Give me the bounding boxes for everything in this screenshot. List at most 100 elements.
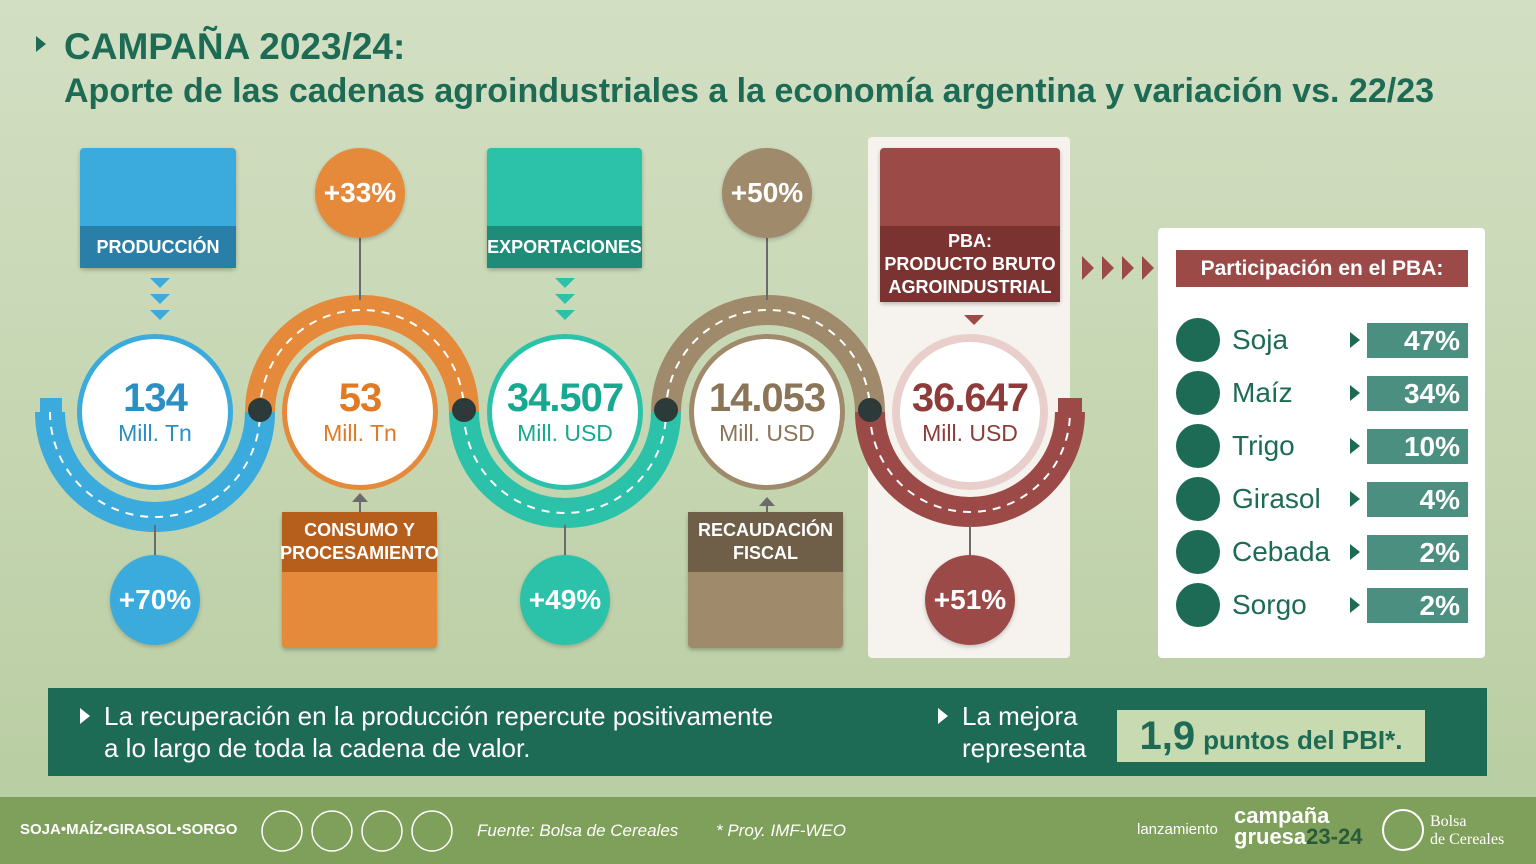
value: 134: [123, 376, 188, 420]
label-line: PROCESAMIENTO: [280, 543, 439, 563]
participation-row: Girasol 4%: [1176, 477, 1476, 521]
tax-box: RECAUDACIÓN FISCAL: [688, 512, 843, 648]
crop-share: 47%: [1367, 323, 1468, 358]
stage-label: EXPORTACIONES: [487, 226, 642, 268]
crop-icon: [1176, 371, 1220, 415]
title: CAMPAÑA 2023/24:: [64, 26, 406, 67]
source: Fuente: Bolsa de Cereales: [477, 821, 679, 840]
participation-row: Trigo 10%: [1176, 424, 1476, 468]
text-line: a lo largo de toda la cadena de valor.: [104, 733, 531, 763]
crop-name: Sorgo: [1232, 589, 1307, 620]
arrows: [1082, 256, 1154, 280]
crop-share: 34%: [1367, 376, 1468, 411]
bullet: [36, 36, 46, 52]
value-circle: 14.053 Mill. USD: [689, 334, 845, 490]
crop-share: 4%: [1367, 482, 1468, 517]
launch: lanzamiento: [1137, 821, 1218, 838]
highlight-text: puntos del PBI*.: [1203, 725, 1403, 755]
crop-icon: [1176, 477, 1220, 521]
row-arrow: [1350, 385, 1360, 401]
crop-name: Girasol: [1232, 483, 1321, 514]
stage-label: PRODUCCIÓN: [80, 226, 236, 268]
value-circle: 134 Mill. Tn: [77, 334, 233, 490]
participation-row: Soja 47%: [1176, 318, 1476, 362]
unit: Mill. USD: [719, 420, 815, 446]
label-line: RECAUDACIÓN: [698, 520, 833, 540]
stage-label: CONSUMO Y PROCESAMIENTO: [280, 512, 439, 572]
logo-line: 23-24: [1306, 824, 1363, 849]
change-circle: +50%: [722, 148, 812, 238]
row-arrow: [1350, 332, 1360, 348]
unit: Mill. USD: [517, 420, 613, 446]
value: 36.647: [911, 376, 1029, 420]
crop-name: Maíz: [1232, 377, 1293, 408]
logo-line: campaña: [1234, 803, 1330, 828]
crop-share: 10%: [1367, 429, 1468, 464]
footer: SOJA•MAÍZ•GIRASOL•SORGO Fuente: Bolsa de…: [0, 797, 1536, 864]
crop-share: 2%: [1367, 535, 1468, 570]
participation-title: Participación en el PBA:: [1176, 250, 1468, 287]
bullet: [80, 708, 90, 724]
change-circle: +51%: [925, 555, 1015, 645]
row-arrow: [1350, 597, 1360, 613]
summary-text: La recuperación en la producción repercu…: [104, 700, 773, 764]
crop-icon: [1176, 424, 1220, 468]
org-line: de Cereales: [1430, 831, 1505, 848]
bullet: [938, 708, 948, 724]
crop-share: 2%: [1367, 588, 1468, 623]
crop-icon: [1176, 318, 1220, 362]
text-line: La mejora: [962, 701, 1078, 731]
improvement-text: La mejora representa: [962, 700, 1086, 764]
label-line: EXPORTACIONES: [487, 236, 642, 257]
change-circle: +70%: [110, 555, 200, 645]
unit: Mill. Tn: [323, 420, 397, 446]
label-line: PRODUCTO BRUTO: [884, 253, 1056, 274]
summary-band: La recuperación en la producción repercu…: [48, 688, 1487, 776]
unit: Mill. Tn: [118, 420, 192, 446]
highlight-box: 1,9 puntos del PBI*.: [1117, 710, 1425, 762]
consumption-box: CONSUMO Y PROCESAMIENTO: [280, 512, 439, 648]
crop-name: Cebada: [1232, 536, 1331, 567]
stage-label: RECAUDACIÓN FISCAL: [688, 512, 843, 572]
label-line: PBA:: [948, 230, 992, 251]
org: Bolsa de Cereales: [1430, 813, 1504, 849]
value-circle: 34.507 Mill. USD: [487, 334, 643, 490]
label-line: FISCAL: [733, 543, 798, 563]
change-circle: +49%: [520, 555, 610, 645]
crop-icon: [1176, 530, 1220, 574]
participation-row: Sorgo 2%: [1176, 583, 1476, 627]
label-line: CONSUMO Y: [304, 520, 415, 540]
label-line: PRODUCCIÓN: [96, 236, 220, 257]
campaign-logo: campaña gruesa23-24: [1234, 803, 1363, 849]
crop-name: Soja: [1232, 324, 1289, 355]
value-circle: 53 Mill. Tn: [282, 334, 438, 490]
crop-icon: [1176, 583, 1220, 627]
highlight-value: 1,9: [1139, 714, 1196, 758]
value: 34.507: [506, 376, 624, 420]
value: 14.053: [708, 376, 826, 420]
pba-box: PBA: PRODUCTO BRUTO AGROINDUSTRIAL: [880, 148, 1060, 302]
value: 53: [338, 376, 382, 420]
text-line: La recuperación en la producción repercu…: [104, 701, 774, 731]
org-seal: [1382, 809, 1424, 851]
row-arrow: [1350, 544, 1360, 560]
exports-box: EXPORTACIONES: [487, 148, 642, 268]
row-arrow: [1350, 491, 1360, 507]
participation-row: Maíz 34%: [1176, 371, 1476, 415]
subtitle: Aporte de las cadenas agroindustriales a…: [64, 72, 1435, 110]
text-line: representa: [962, 733, 1087, 763]
participation-row: Cebada 2%: [1176, 530, 1476, 574]
label-line: AGROINDUSTRIAL: [888, 276, 1052, 297]
crop-icons: [261, 810, 453, 852]
stage-label: PBA: PRODUCTO BRUTO AGROINDUSTRIAL: [880, 226, 1060, 302]
production-box: PRODUCCIÓN: [80, 148, 236, 268]
unit: Mill. USD: [922, 420, 1018, 446]
crops: SOJA•MAÍZ•GIRASOL•SORGO: [20, 821, 238, 838]
connectors: [248, 398, 882, 422]
note: * Proy. IMF-WEO: [716, 821, 847, 840]
crop-name: Trigo: [1232, 430, 1295, 461]
row-arrow: [1350, 438, 1360, 454]
